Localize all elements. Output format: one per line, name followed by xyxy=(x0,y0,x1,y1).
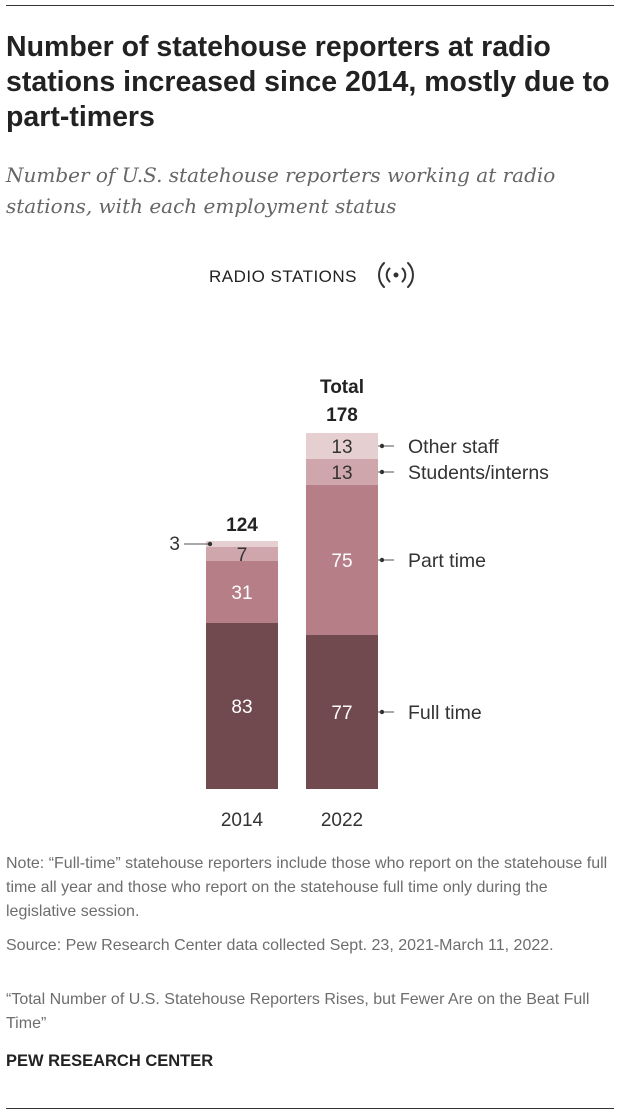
chart-title: Number of statehouse reporters at radio … xyxy=(6,31,610,133)
bottom-rule xyxy=(6,1108,614,1109)
bar-2022-part-time xyxy=(306,485,378,635)
pew-credit: PEW RESEARCH CENTER xyxy=(6,1052,214,1070)
chart-note: Note: “Full-time” statehouse reporters i… xyxy=(6,855,608,920)
data-label-2022-full-time: 77 xyxy=(331,703,352,724)
data-label-2022-other-staff: 13 xyxy=(331,437,352,458)
legend-dot-students-interns xyxy=(379,469,385,475)
data-label-2022-students-interns: 13 xyxy=(331,463,352,484)
legend-students-interns: Students/interns xyxy=(408,462,549,484)
chart-subtitle: Number of U.S. statehouse reporters work… xyxy=(6,163,556,218)
legend-other-staff: Other staff xyxy=(408,436,499,458)
legend-dot-other-staff xyxy=(379,443,385,449)
total-caption-2022: Total xyxy=(320,377,364,398)
x-tick-label-2014: 2014 xyxy=(221,810,264,831)
total-label-2014: 124 xyxy=(226,515,258,536)
data-label-2022-part-time: 75 xyxy=(331,551,352,572)
data-label-2014-part-time: 31 xyxy=(231,583,252,604)
report-title: “Total Number of U.S. Statehouse Reporte… xyxy=(6,991,590,1032)
bar-2022-students-interns xyxy=(306,459,378,485)
legend-dot-full-time xyxy=(379,709,385,715)
bar-2022-other-staff xyxy=(306,433,378,459)
bar-2014-other-staff xyxy=(206,541,278,547)
legend-dot-part-time xyxy=(379,557,385,563)
data-label-2014-full-time: 83 xyxy=(231,697,252,718)
bar-2014-part-time xyxy=(206,561,278,623)
x-tick-label-2022: 2022 xyxy=(321,810,363,831)
legend-full-time: Full time xyxy=(408,702,482,724)
data-label-2014-students-interns: 7 xyxy=(237,545,248,566)
top-rule xyxy=(6,5,614,6)
chart-source: Source: Pew Research Center data collect… xyxy=(6,937,554,954)
radio-broadcast-icon xyxy=(378,262,414,288)
bar-2014-full-time xyxy=(206,623,278,789)
total-label-2022: 178 xyxy=(326,405,358,426)
data-label-2014-other-staff: 3 xyxy=(169,534,180,555)
legend-part-time: Part time xyxy=(408,550,486,572)
bar-2014-students-interns xyxy=(206,547,278,561)
chart-heading: RADIO STATIONS xyxy=(209,267,357,286)
leader-dot-2014-other-staff xyxy=(207,541,213,547)
stacked-bar-chart: RADIO STATIONS 83 31 7 2014 77 75 13 13 2022 3 124… xyxy=(169,262,549,831)
bar-2022-full-time xyxy=(306,635,378,789)
